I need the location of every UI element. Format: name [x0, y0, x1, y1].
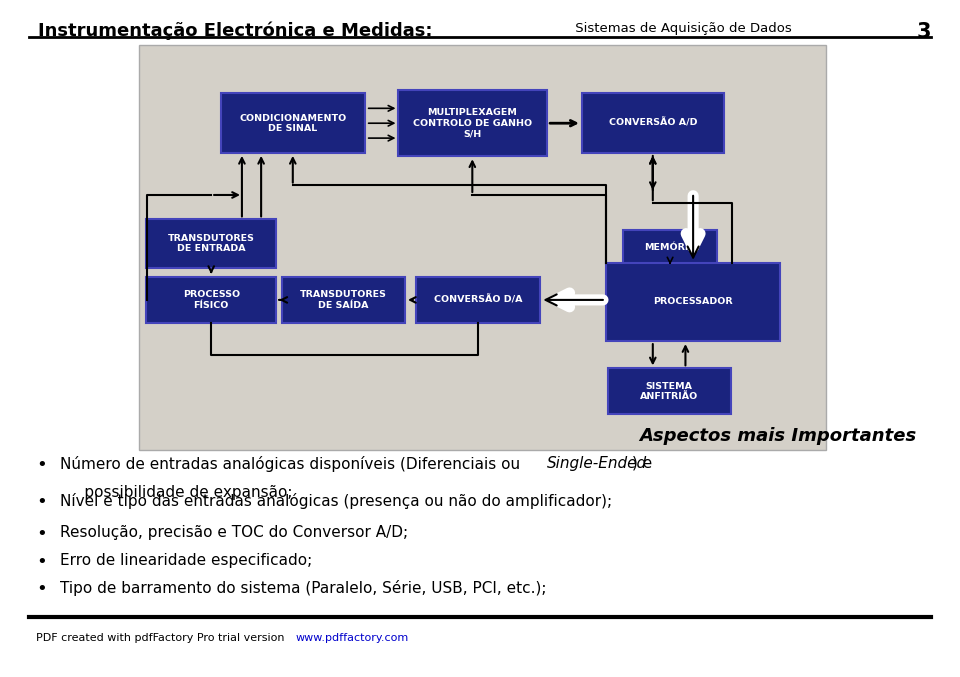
Text: CONDICIONAMENTO
DE SINAL: CONDICIONAMENTO DE SINAL	[239, 114, 347, 133]
FancyBboxPatch shape	[221, 93, 365, 153]
Text: Resolução, precisão e TOC do Conversor A/D;: Resolução, precisão e TOC do Conversor A…	[60, 525, 408, 540]
Text: Sistemas de Aquisição de Dados: Sistemas de Aquisição de Dados	[571, 22, 792, 35]
Text: TRANSDUTORES
DE ENTRADA: TRANSDUTORES DE ENTRADA	[168, 234, 254, 253]
Text: •: •	[36, 525, 47, 543]
Text: Erro de linearidade especificado;: Erro de linearidade especificado;	[60, 553, 312, 568]
Text: Single-Ended: Single-Ended	[547, 456, 647, 471]
FancyBboxPatch shape	[139, 45, 826, 450]
FancyBboxPatch shape	[582, 93, 724, 153]
Text: MEMÓRIA: MEMÓRIA	[644, 242, 696, 252]
Text: www.pdffactory.com: www.pdffactory.com	[296, 633, 409, 643]
Text: •: •	[36, 553, 47, 571]
FancyBboxPatch shape	[606, 263, 780, 341]
Text: possibilidade de expansão;: possibilidade de expansão;	[60, 485, 292, 500]
Text: Número de entradas analógicas disponíveis (Diferenciais ou: Número de entradas analógicas disponívei…	[60, 456, 524, 472]
FancyBboxPatch shape	[146, 277, 276, 323]
Text: SISTEMA
ANFITRIÃO: SISTEMA ANFITRIÃO	[640, 382, 698, 401]
FancyBboxPatch shape	[146, 219, 276, 268]
FancyBboxPatch shape	[608, 368, 731, 414]
Text: Nível e tipo das entradas analógicas (presença ou não do amplificador);: Nível e tipo das entradas analógicas (pr…	[60, 493, 612, 509]
Text: 3: 3	[917, 22, 931, 42]
Text: •: •	[36, 493, 47, 511]
Text: CONVERSÃO D/A: CONVERSÃO D/A	[434, 295, 522, 305]
Text: PROCESSADOR: PROCESSADOR	[654, 297, 732, 307]
Text: Tipo de barramento do sistema (Paralelo, Série, USB, PCI, etc.);: Tipo de barramento do sistema (Paralelo,…	[60, 580, 546, 596]
Text: Aspectos mais Importantes: Aspectos mais Importantes	[639, 427, 917, 445]
Text: CONVERSÃO A/D: CONVERSÃO A/D	[609, 118, 697, 128]
Text: PROCESSO
FÍSICO: PROCESSO FÍSICO	[182, 290, 240, 309]
Text: ) e: ) e	[632, 456, 652, 471]
Text: •: •	[36, 456, 47, 474]
Text: MULTIPLEXAGEM
CONTROLO DE GANHO
S/H: MULTIPLEXAGEM CONTROLO DE GANHO S/H	[413, 108, 532, 138]
FancyBboxPatch shape	[623, 230, 717, 265]
Text: TRANSDUTORES
DE SAÍDA: TRANSDUTORES DE SAÍDA	[300, 290, 387, 309]
Text: PDF created with pdfFactory Pro trial version: PDF created with pdfFactory Pro trial ve…	[36, 633, 288, 643]
FancyBboxPatch shape	[282, 277, 405, 323]
FancyBboxPatch shape	[397, 90, 547, 156]
Text: •: •	[36, 580, 47, 598]
Text: Instrumentação Electrónica e Medidas:: Instrumentação Electrónica e Medidas:	[38, 22, 433, 40]
FancyBboxPatch shape	[416, 277, 540, 323]
